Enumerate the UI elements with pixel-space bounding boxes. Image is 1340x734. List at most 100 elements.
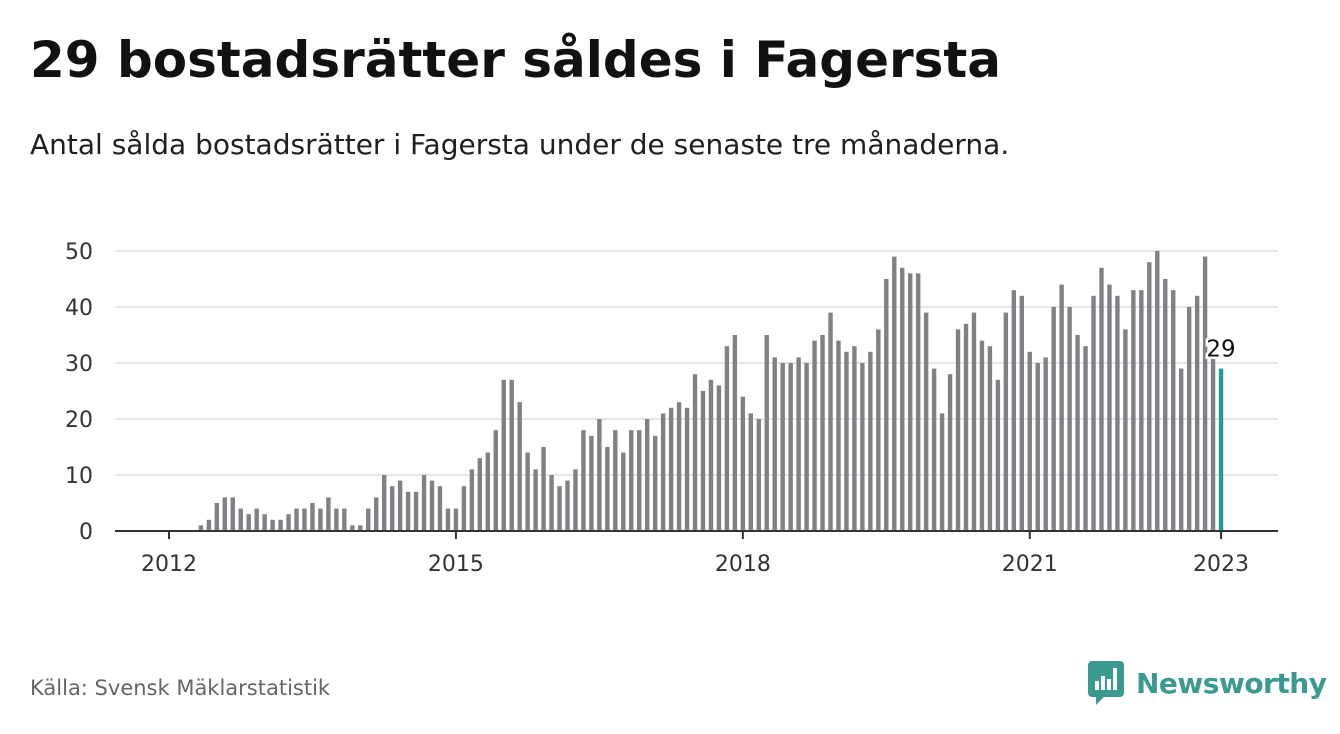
bar — [605, 447, 610, 531]
bar — [979, 340, 985, 531]
bar — [1131, 290, 1136, 531]
bar — [549, 475, 554, 531]
bar — [732, 335, 738, 531]
source-note: Källa: Svensk Mäklarstatistik — [30, 676, 331, 700]
bar — [764, 335, 769, 531]
bar — [270, 519, 275, 531]
bar — [525, 452, 530, 531]
bar — [286, 514, 291, 531]
bar — [716, 385, 722, 531]
bar — [254, 508, 259, 531]
bar — [557, 486, 562, 531]
bar — [1019, 295, 1024, 531]
y-tick-label: 0 — [79, 520, 93, 545]
bar — [318, 508, 323, 531]
bar — [1210, 357, 1216, 531]
bar — [453, 508, 459, 531]
x-tick-label: 2023 — [1193, 552, 1249, 577]
bar — [1155, 251, 1160, 531]
bar — [302, 508, 307, 531]
bar — [1171, 290, 1176, 531]
bar — [931, 368, 937, 531]
bar — [1083, 346, 1088, 531]
bar — [820, 335, 825, 531]
bar — [206, 519, 212, 531]
bar-chart: 0 10 20 30 40 50 2012 2015 2018 2021 2023 29 — [65, 240, 1278, 577]
bar — [955, 329, 961, 531]
bar — [700, 391, 706, 531]
bar — [421, 475, 427, 531]
bar — [1051, 307, 1056, 531]
bar — [445, 508, 451, 531]
x-tick-label: 2021 — [1002, 552, 1058, 577]
bar — [1035, 363, 1040, 531]
bar — [358, 525, 363, 531]
bar — [294, 508, 299, 531]
bar — [812, 340, 817, 531]
bar — [1075, 335, 1080, 531]
x-tick-label: 2018 — [715, 552, 771, 577]
bar — [748, 413, 754, 531]
bar — [589, 435, 594, 531]
bar — [884, 279, 889, 531]
bar — [1186, 307, 1192, 531]
y-tick-label: 50 — [65, 240, 93, 265]
bar — [429, 480, 435, 531]
bar — [844, 351, 849, 531]
bar — [278, 519, 283, 531]
bar — [1178, 368, 1184, 531]
chart-subtitle: Antal sålda bostadsrätter i Fagersta und… — [30, 128, 1010, 161]
bar — [214, 503, 220, 531]
highlight-value-label: 29 — [1206, 337, 1235, 363]
bar — [756, 419, 761, 531]
bar — [397, 480, 403, 531]
bar — [852, 346, 857, 531]
bar — [581, 430, 586, 531]
brand-name: Newsworthy — [1136, 666, 1327, 700]
bar — [780, 363, 785, 531]
bar — [1027, 351, 1032, 531]
bar — [692, 374, 698, 531]
chart-title: 29 bostadsrätter såldes i Fagersta — [30, 31, 1002, 89]
bar — [230, 497, 235, 531]
bar — [1139, 290, 1144, 531]
bar — [908, 273, 913, 531]
bar — [262, 514, 267, 531]
bar — [501, 379, 506, 531]
bar — [413, 491, 419, 531]
bar — [637, 430, 642, 531]
bar — [684, 407, 690, 531]
y-tick-label: 20 — [65, 408, 93, 433]
bar — [939, 413, 945, 531]
bar — [310, 503, 315, 531]
bar — [1107, 284, 1112, 531]
bar — [987, 346, 993, 531]
bar — [573, 469, 578, 531]
bar — [772, 357, 777, 531]
newsworthy-icon — [1088, 661, 1124, 705]
bar — [509, 379, 514, 531]
bar — [469, 469, 475, 531]
bar — [342, 508, 347, 531]
bar — [740, 396, 746, 531]
bar — [828, 312, 833, 531]
bar — [517, 402, 522, 531]
bar — [876, 329, 881, 531]
bar — [1202, 256, 1208, 531]
bar — [389, 486, 395, 531]
bar — [676, 402, 682, 531]
bar — [381, 475, 387, 531]
bar — [1099, 267, 1104, 531]
bar — [437, 486, 443, 531]
x-tick-label: 2015 — [428, 552, 484, 577]
bar-highlight — [1218, 368, 1224, 531]
bar — [1194, 295, 1200, 531]
bar — [652, 435, 658, 531]
bar — [1067, 307, 1072, 531]
bar — [804, 363, 809, 531]
y-tick-label: 40 — [65, 296, 93, 321]
bar — [1003, 312, 1009, 531]
axes: 0 10 20 30 40 50 2012 2015 2018 2021 2023 — [65, 240, 1278, 577]
bar — [1043, 357, 1048, 531]
bar — [629, 430, 634, 531]
